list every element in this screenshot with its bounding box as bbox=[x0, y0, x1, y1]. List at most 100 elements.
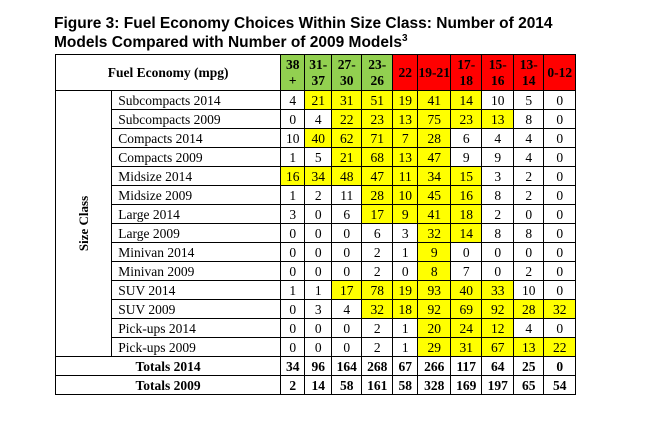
totals-cell: 169 bbox=[450, 375, 483, 395]
table-cell: 18 bbox=[392, 299, 419, 319]
totals-cell: 197 bbox=[481, 375, 515, 395]
mpg-column-header: 19-21 bbox=[417, 54, 452, 91]
table-row: Large 2014 3 0 6 17 9 41 18 2 0 0 bbox=[56, 204, 577, 224]
table-cell: 67 bbox=[481, 337, 515, 357]
table-cell: 3 bbox=[280, 204, 306, 224]
mpg-column-header: 31-37 bbox=[304, 54, 333, 91]
table-cell: 9 bbox=[481, 147, 515, 167]
table-cell: 0 bbox=[450, 242, 483, 262]
table-cell: 6 bbox=[450, 128, 483, 148]
table-row: Minivan 2014 0 0 0 2 1 9 0 0 0 0 bbox=[56, 242, 577, 262]
totals-cell: 64 bbox=[481, 356, 515, 376]
table-row: Pick-ups 2009 0 0 0 2 1 29 31 67 13 22 bbox=[56, 337, 577, 357]
table-cell: 0 bbox=[280, 223, 306, 243]
totals-cell: 14 bbox=[304, 375, 333, 395]
totals-cell: 266 bbox=[417, 356, 452, 376]
table-cell: 2 bbox=[361, 242, 394, 262]
table-cell: 41 bbox=[417, 90, 452, 110]
totals-cell: 58 bbox=[392, 375, 419, 395]
table-cell: 10 bbox=[280, 128, 306, 148]
mpg-column-header: 17-18 bbox=[450, 54, 483, 91]
table-cell: 29 bbox=[417, 337, 452, 357]
table-cell: 14 bbox=[450, 223, 483, 243]
row-label: Subcompacts 2009 bbox=[111, 109, 282, 129]
table-cell: 0 bbox=[304, 318, 333, 338]
table-cell: 0 bbox=[543, 90, 577, 110]
table-body: Fuel Economy (mpg) 38 +31-37 27-30 23-26 22 1… bbox=[54, 54, 577, 395]
table-cell: 0 bbox=[280, 337, 306, 357]
size-class-side-header: Size Class bbox=[54, 90, 113, 357]
totals-cell: 268 bbox=[361, 356, 394, 376]
table-cell: 13 bbox=[392, 147, 419, 167]
table-cell: 62 bbox=[331, 128, 363, 148]
table-cell: 0 bbox=[280, 318, 306, 338]
table-cell: 21 bbox=[304, 90, 333, 110]
table-cell: 16 bbox=[280, 166, 306, 186]
table-cell: 1 bbox=[392, 337, 419, 357]
table-cell: 93 bbox=[417, 280, 452, 300]
table-row: SUV 2009 0 3 4 32 18 92 69 92 28 32 bbox=[56, 299, 577, 319]
table-cell: 32 bbox=[543, 299, 577, 319]
table-cell: 5 bbox=[513, 90, 545, 110]
table-row: Large 2009 0 0 0 6 3 32 14 8 8 0 bbox=[56, 223, 577, 243]
table-cell: 21 bbox=[331, 147, 363, 167]
table-cell: 0 bbox=[304, 204, 333, 224]
table-cell: 2 bbox=[481, 204, 515, 224]
row-label: Subcompacts 2014 bbox=[111, 90, 282, 110]
table-cell: 2 bbox=[513, 261, 545, 281]
totals-cell: 25 bbox=[513, 356, 545, 376]
table-cell: 0 bbox=[481, 261, 515, 281]
mpg-column-header: 15-16 bbox=[481, 54, 515, 91]
table-cell: 4 bbox=[304, 109, 333, 129]
mpg-column-header: 0-12 bbox=[543, 54, 577, 91]
totals-label: Totals 2009 bbox=[54, 375, 282, 395]
totals-cell: 96 bbox=[304, 356, 333, 376]
table-cell: 2 bbox=[361, 261, 394, 281]
totals-cell: 2 bbox=[280, 375, 306, 395]
mpg-column-header: 27-30 bbox=[331, 54, 363, 91]
table-cell: 0 bbox=[543, 242, 577, 262]
totals-row: Totals 2014 34 96 164 268 67 266 117 64 25 0 bbox=[54, 356, 577, 376]
table-cell: 68 bbox=[361, 147, 394, 167]
table-cell: 51 bbox=[361, 90, 394, 110]
totals-cell: 0 bbox=[543, 356, 577, 376]
table-cell: 0 bbox=[280, 299, 306, 319]
table-cell: 32 bbox=[417, 223, 452, 243]
totals-cell: 58 bbox=[331, 375, 363, 395]
header-row: Fuel Economy (mpg) 38 +31-37 27-30 23-26 22 1… bbox=[54, 54, 577, 91]
row-label: Minivan 2014 bbox=[111, 242, 282, 262]
table-cell: 2 bbox=[513, 166, 545, 186]
table-cell: 17 bbox=[361, 204, 394, 224]
table-cell: 40 bbox=[450, 280, 483, 300]
table-cell: 4 bbox=[513, 147, 545, 167]
table-cell: 23 bbox=[450, 109, 483, 129]
row-label: Compacts 2009 bbox=[111, 147, 282, 167]
table-cell: 8 bbox=[481, 185, 515, 205]
table-cell: 4 bbox=[331, 299, 363, 319]
table-cell: 0 bbox=[543, 204, 577, 224]
table-cell: 0 bbox=[543, 147, 577, 167]
table-cell: 33 bbox=[481, 280, 515, 300]
table-cell: 10 bbox=[513, 280, 545, 300]
table-cell: 92 bbox=[481, 299, 515, 319]
table-cell: 75 bbox=[417, 109, 452, 129]
table-cell: 69 bbox=[450, 299, 483, 319]
table-cell: 0 bbox=[543, 185, 577, 205]
table-cell: 71 bbox=[361, 128, 394, 148]
table-cell: 28 bbox=[513, 299, 545, 319]
totals-cell: 164 bbox=[331, 356, 363, 376]
table-cell: 1 bbox=[280, 185, 306, 205]
table-cell: 4 bbox=[481, 128, 515, 148]
table-cell: 0 bbox=[280, 109, 306, 129]
table-cell: 11 bbox=[331, 185, 363, 205]
table-cell: 6 bbox=[331, 204, 363, 224]
table-cell: 0 bbox=[331, 318, 363, 338]
title-footnote-marker: 3 bbox=[401, 32, 408, 44]
table-cell: 0 bbox=[543, 109, 577, 129]
table-cell: 28 bbox=[361, 185, 394, 205]
table-cell: 0 bbox=[331, 223, 363, 243]
table-cell: 1 bbox=[280, 147, 306, 167]
table-cell: 19 bbox=[392, 280, 419, 300]
row-label: Midsize 2014 bbox=[111, 166, 282, 186]
table-row: Compacts 2009 1 5 21 68 13 47 9 9 4 0 bbox=[56, 147, 577, 167]
